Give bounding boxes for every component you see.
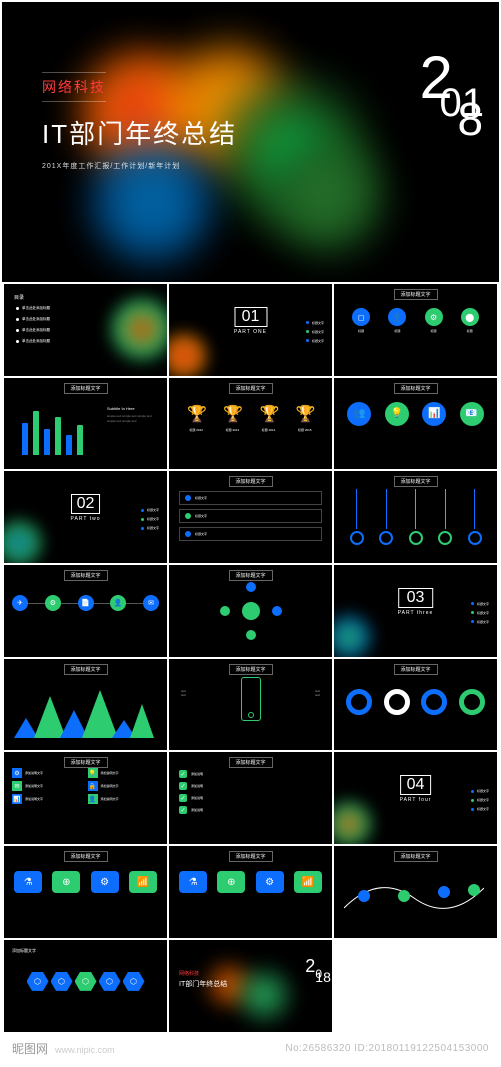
slide-section-03[interactable]: 03 PART three 标题文字 标题文字 标题文字 [334, 565, 497, 657]
slide-speech2[interactable]: 添加标题文字 ⚗⊕⚙📶 [169, 846, 332, 938]
hero-tagline: 201X年度工作汇报/工作计划/新年计划 [42, 161, 237, 171]
footer: 昵图网 www.nipic.com No:26586320 ID:2018011… [2, 1032, 499, 1065]
slide-icon-circles[interactable]: 添加标题文字 ◻标题👤标题⚙标题⬤标题 [334, 284, 497, 376]
slide-timeline[interactable]: 添加标题文字 [334, 471, 497, 563]
slide-rings[interactable]: 添加标题文字 [334, 659, 497, 751]
slide-checklist[interactable]: 添加标题文字 ✓添加说明 ✓添加说明 ✓添加说明 ✓添加说明 [169, 752, 332, 844]
slide-bar-chart[interactable]: 添加标题文字 Subtitle In Here simple text simp… [4, 378, 167, 470]
slide-curve[interactable]: 添加标题文字 [334, 846, 497, 938]
slide-grid: 目录 单击此处添加标题 单击此处添加标题 单击此处添加标题 单击此处添加标题 0… [2, 284, 499, 1032]
slide-mini-hero[interactable]: 网络科技 IT部门年终总结 2018 [169, 940, 332, 1032]
hero-title: IT部门年终总结 [42, 114, 237, 151]
footer-logo: 昵图网 [12, 1042, 48, 1056]
phone-icon [241, 677, 261, 721]
area-chart [14, 688, 154, 738]
slide-phone[interactable]: 添加标题文字 texttext texttext [169, 659, 332, 751]
slide-trophies[interactable]: 添加标题文字 🏆标题 2012🏆标题 2013🏆标题 2014🏆标题 2015 [169, 378, 332, 470]
slide-list-panels[interactable]: 添加标题文字 ⚙添加说明文字✉添加说明文字📊添加说明文字💡添加说明文字🔒添加说明… [4, 752, 167, 844]
hero-slide: 网络科技 IT部门年终总结 201X年度工作汇报/工作计划/新年计划 2 01 … [2, 2, 499, 282]
slide-section-04[interactable]: 04 PART four 标题文字 标题文字 标题文字 [334, 752, 497, 844]
slide-peaks[interactable]: 添加标题文字 [4, 659, 167, 751]
slide-empty[interactable] [334, 940, 497, 1032]
slide-speech[interactable]: 添加标题文字 ⚗⊕⚙📶 [4, 846, 167, 938]
slide-big-circles[interactable]: 添加标题文字 👥💡📊📧 [334, 378, 497, 470]
slide-hex[interactable]: 添加标题文字 ⬡⬡⬡⬡⬡ [4, 940, 167, 1032]
slide-section-02[interactable]: 02 PART two 标题文字 标题文字 标题文字 [4, 471, 167, 563]
template-gallery: 网络科技 IT部门年终总结 201X年度工作汇报/工作计划/新年计划 2 01 … [0, 0, 501, 1067]
slide-toc[interactable]: 目录 单击此处添加标题 单击此处添加标题 单击此处添加标题 单击此处添加标题 [4, 284, 167, 376]
hero-year: 2 01 8 [420, 57, 465, 159]
slide-flow[interactable]: 添加标题文字 ✈⚙📄👤✉ [4, 565, 167, 657]
hero-subtitle: 网络科技 [42, 72, 106, 102]
footer-id: No:26586320 ID:20180119122504153000 [285, 1043, 489, 1054]
slide-boxes[interactable]: 添加标题文字 标题文字 标题文字 标题文字 [169, 471, 332, 563]
slide-radial[interactable]: 添加标题文字 [169, 565, 332, 657]
slide-section-01[interactable]: 01 PART ONE 标题文字 标题文字 标题文字 [169, 284, 332, 376]
